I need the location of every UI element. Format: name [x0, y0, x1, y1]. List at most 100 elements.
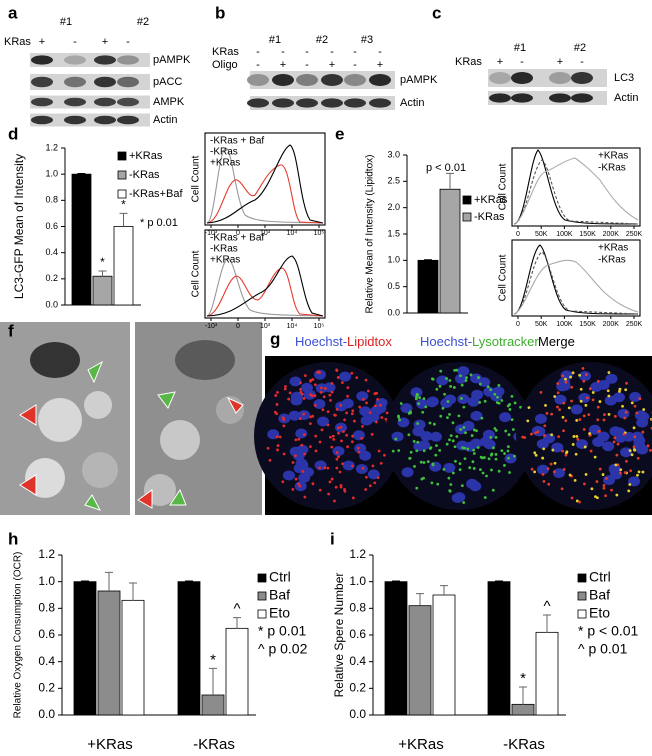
- puncta: [598, 467, 602, 471]
- puncta: [496, 395, 499, 399]
- puncta: [399, 402, 403, 405]
- puncta: [318, 488, 322, 492]
- puncta: [430, 377, 434, 381]
- puncta: [329, 435, 332, 439]
- puncta: [430, 481, 434, 485]
- x-tick-label: 250K: [626, 231, 643, 238]
- nucleus: [289, 376, 302, 387]
- puncta: [341, 462, 344, 466]
- blot-band: [549, 93, 571, 103]
- nucleus: [466, 478, 479, 489]
- nucleus: [420, 431, 433, 442]
- sign: +: [377, 59, 383, 71]
- blot-band: [489, 93, 511, 103]
- puncta: [618, 387, 622, 391]
- puncta: [275, 435, 279, 439]
- blot-band: [296, 74, 318, 86]
- puncta: [343, 487, 346, 491]
- puncta: [420, 477, 424, 481]
- puncta: [497, 383, 501, 387]
- puncta: [553, 395, 557, 398]
- x-tick-label: -10³: [205, 230, 218, 237]
- puncta: [598, 429, 601, 433]
- flow-curve: [206, 147, 324, 224]
- puncta: [553, 470, 556, 474]
- row-label: KRas: [212, 46, 239, 58]
- puncta: [493, 392, 497, 396]
- nucleus: [313, 399, 326, 410]
- legend-entry: -KRas: [474, 211, 505, 223]
- puncta: [365, 401, 368, 405]
- puncta: [475, 429, 478, 433]
- puncta: [366, 389, 370, 393]
- em-organelle: [175, 340, 235, 380]
- puncta: [317, 370, 321, 374]
- band-label: pAMPK: [400, 74, 438, 86]
- group-label: #1: [60, 16, 72, 28]
- puncta: [353, 419, 356, 423]
- puncta: [434, 453, 438, 457]
- puncta: [491, 488, 495, 492]
- puncta: [310, 394, 314, 398]
- nucleus: [323, 382, 336, 393]
- x-tick-label: 0: [236, 323, 240, 330]
- y-tick-label: 0.6: [38, 627, 55, 641]
- bar: [487, 581, 511, 716]
- flow-e: [511, 147, 641, 317]
- band-label: LC3: [614, 72, 634, 84]
- x-tick-label: +KRas: [398, 736, 443, 753]
- nucleus: [342, 460, 355, 471]
- puncta: [470, 434, 474, 437]
- puncta: [494, 457, 498, 461]
- legend-swatch: [577, 609, 587, 619]
- puncta: [350, 371, 354, 375]
- puncta: [417, 402, 421, 406]
- nucleus: [605, 373, 618, 384]
- nucleus: [426, 397, 439, 408]
- puncta: [489, 388, 493, 392]
- blot-band: [117, 115, 139, 125]
- puncta: [551, 448, 555, 452]
- puncta: [602, 484, 606, 487]
- nucleus: [590, 381, 603, 392]
- puncta: [287, 397, 291, 401]
- puncta: [629, 469, 633, 473]
- nucleus: [631, 431, 644, 442]
- puncta: [299, 390, 303, 394]
- puncta: [335, 466, 339, 470]
- nucleus: [556, 381, 569, 392]
- puncta: [281, 480, 285, 484]
- puncta: [364, 378, 368, 382]
- puncta: [457, 414, 461, 418]
- puncta: [623, 416, 627, 420]
- y-tick-label: 0.8: [45, 195, 58, 205]
- y-tick-label: 1.0: [387, 255, 400, 265]
- flow-frame: [511, 147, 641, 227]
- nucleus: [429, 431, 442, 442]
- puncta: [337, 455, 340, 459]
- puncta: [469, 373, 473, 377]
- puncta: [513, 401, 517, 405]
- legend-swatch: [577, 591, 587, 601]
- nucleus: [457, 366, 470, 377]
- puncta: [562, 429, 565, 433]
- puncta: [506, 445, 510, 449]
- puncta: [350, 440, 354, 444]
- puncta: [561, 449, 565, 453]
- puncta: [460, 484, 464, 488]
- em-images: [0, 322, 262, 515]
- puncta: [560, 487, 564, 491]
- title-part: Hoechst-: [420, 334, 472, 349]
- puncta: [428, 447, 432, 450]
- puncta: [268, 458, 272, 462]
- puncta: [480, 416, 484, 420]
- error-bar: [392, 580, 400, 582]
- puncta: [471, 460, 475, 464]
- puncta: [394, 437, 398, 441]
- puncta: [636, 473, 639, 477]
- puncta: [604, 494, 607, 498]
- x-tick-label: +KRas: [87, 736, 132, 753]
- puncta: [495, 401, 499, 404]
- puncta: [422, 397, 426, 401]
- flow-curve: [206, 257, 324, 317]
